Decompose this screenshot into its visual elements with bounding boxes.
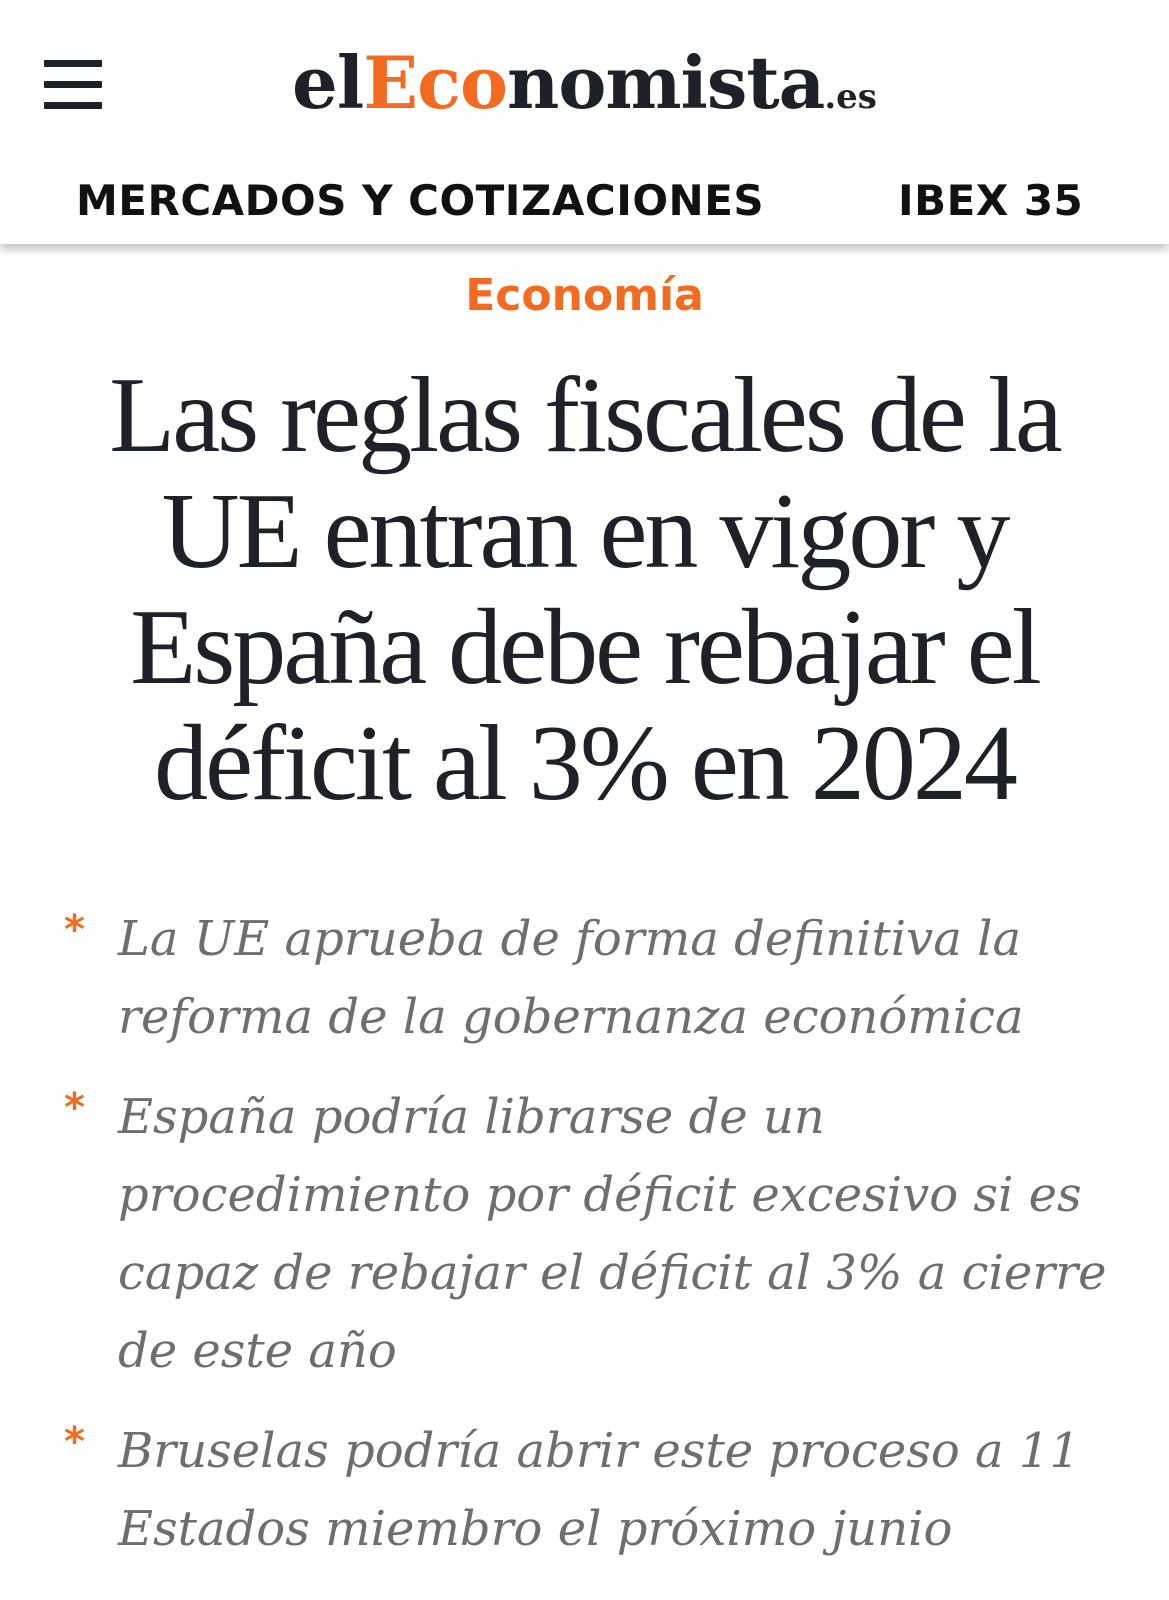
section-label[interactable]: Economía: [465, 270, 704, 321]
summary-bullet: * Bruselas podría abrir este proceso a 1…: [60, 1412, 1120, 1568]
site-header: elEconomista.es MERCADOS Y COTIZACIONES …: [0, 0, 1169, 244]
asterisk-icon: *: [64, 1419, 85, 1465]
summary-bullet-text: España podría librarse de un procedimien…: [118, 1089, 1107, 1379]
summary-bullet: * La UE aprueba de forma definitiva la r…: [60, 900, 1120, 1056]
summary-bullet: * España podría librarse de un procedimi…: [60, 1078, 1120, 1390]
asterisk-icon: *: [64, 907, 85, 953]
menu-line: [44, 102, 102, 109]
article-headline: Las reglas fiscales de la UE entran en v…: [109, 356, 1063, 823]
summary-bullet-text: La UE aprueba de forma definitiva la ref…: [118, 911, 1024, 1045]
site-logo[interactable]: elEconomista.es: [0, 38, 1169, 142]
logo-eco: Eco: [363, 40, 508, 125]
logo-el: el: [292, 40, 364, 125]
article-summary-list: * La UE aprueba de forma definitiva la r…: [60, 900, 1120, 1590]
menu-line: [44, 81, 102, 88]
asterisk-icon: *: [64, 1085, 85, 1131]
nav-markets-link[interactable]: MERCADOS Y COTIZACIONES: [76, 176, 765, 225]
logo-tld: .es: [824, 77, 877, 117]
menu-line: [44, 60, 102, 67]
nav-ibex-link[interactable]: IBEX 35: [898, 176, 1084, 225]
summary-bullet-text: Bruselas podría abrir este proceso a 11 …: [118, 1423, 1080, 1557]
hamburger-menu-icon[interactable]: [44, 60, 102, 112]
logo-nomista: nomista: [506, 40, 825, 125]
